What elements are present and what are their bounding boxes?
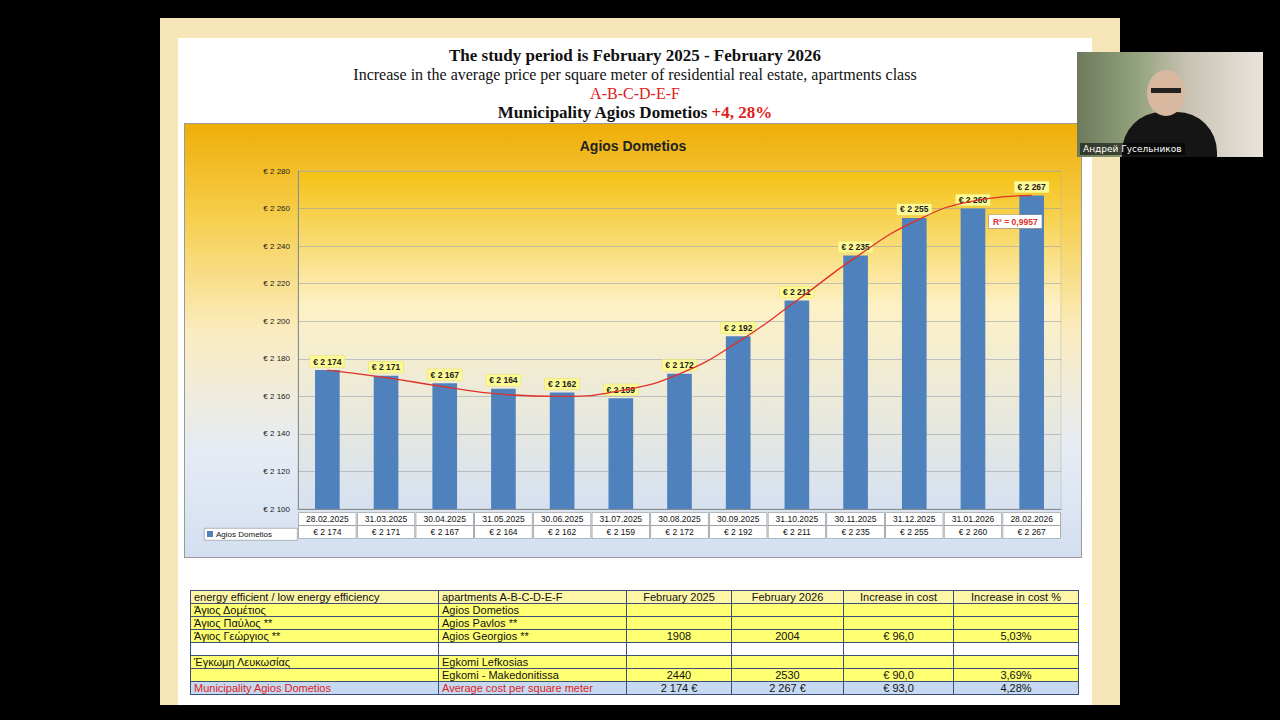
html-text:3,69%: 3,69%	[1000, 669, 1032, 681]
html-text:2 174 €: 2 174 €	[660, 682, 698, 694]
svg-text:Agios Dometios: Agios Dometios	[580, 138, 687, 154]
html-text:Agios Dometios: Agios Dometios	[442, 604, 519, 616]
svg-text:€ 2 200: € 2 200	[263, 317, 290, 326]
svg-text:30.11.2025: 30.11.2025	[835, 514, 877, 524]
svg-text:31.05.2025: 31.05.2025	[482, 514, 525, 524]
html-text:Increase in cost %: Increase in cost %	[971, 591, 1061, 603]
svg-text:€ 2 280: € 2 280	[263, 167, 290, 176]
svg-text:€ 2 235: € 2 235	[841, 242, 870, 252]
html-text:Андрей Гусельников: Андрей Гусельников	[1083, 144, 1182, 154]
html-text:2 267 €: 2 267 €	[769, 682, 806, 694]
html-text:Egkomi - Makedonitissa: Egkomi - Makedonitissa	[442, 669, 559, 681]
html-text:Egkomi Lefkosias: Egkomi Lefkosias	[442, 656, 529, 668]
html-text:1908: 1908	[666, 630, 692, 642]
html-text:2004: 2004	[775, 630, 800, 642]
svg-text:31.07.2025: 31.07.2025	[600, 514, 643, 524]
svg-text:Agios Dometios: Agios Dometios	[216, 530, 272, 539]
html-text:2530: 2530	[775, 669, 800, 681]
html-text:Municipality Agios Dometios +4: Municipality Agios Dometios +4, 28%	[497, 103, 773, 122]
svg-text:€ 2 260: € 2 260	[958, 195, 988, 206]
svg-text:30.06.2025: 30.06.2025	[541, 514, 584, 524]
svg-text:€ 2 120: € 2 120	[263, 467, 290, 476]
html-text:€ 96,0: € 96,0	[883, 630, 914, 642]
svg-text:€ 2 180: € 2 180	[263, 354, 290, 363]
svg-text:€ 2 211: € 2 211	[783, 287, 811, 297]
html-text:A-B-C-D-E-F: A-B-C-D-E-F	[590, 85, 680, 102]
svg-text:€ 2 164: € 2 164	[489, 527, 518, 537]
svg-text:€ 2 171: € 2 171	[372, 527, 401, 537]
svg-text:28.02.2025: 28.02.2025	[306, 514, 349, 524]
svg-text:€ 2 255: € 2 255	[900, 527, 929, 537]
svg-text:€ 2 267: € 2 267	[1017, 182, 1046, 192]
html-text:4,28%: 4,28%	[1000, 682, 1032, 694]
html-text:Average cost per square meter: Average cost per square meter	[442, 682, 593, 694]
html-text:Άγιος Δομέτιος: Άγιος Δομέτιος	[194, 604, 266, 616]
svg-text:€ 2 240: € 2 240	[263, 242, 290, 251]
svg-text:31.01.2026: 31.01.2026	[952, 514, 995, 524]
svg-text:€ 2 192: € 2 192	[724, 323, 753, 333]
html-text:Municipality Agios Dometios: Municipality Agios Dometios	[194, 682, 331, 694]
html-text:Agios Pavlos **: Agios Pavlos **	[442, 617, 518, 629]
html-text:energy efficient / low energy: energy efficient / low energy efficiency	[194, 591, 380, 603]
html-text:apartments A-B-C-D-E-F: apartments A-B-C-D-E-F	[442, 591, 563, 603]
html-text:February 2025: February 2025	[643, 591, 715, 603]
html-text:The study period is February 2: The study period is February 2025 - Febr…	[448, 46, 821, 65]
svg-text:R² = 0,9957: R² = 0,9957	[993, 217, 1038, 227]
svg-text:30.09.2025: 30.09.2025	[717, 514, 760, 524]
html-text:Έγκωμη Λευκωσίας: Έγκωμη Λευκωσίας	[194, 656, 291, 668]
html-text:Agios Georgios **: Agios Georgios **	[442, 630, 529, 642]
svg-text:28.02.2026: 28.02.2026	[1010, 514, 1053, 524]
svg-text:€ 2 267: € 2 267	[1017, 527, 1046, 537]
svg-text:€ 2 159: € 2 159	[606, 384, 635, 395]
svg-text:€ 2 167: € 2 167	[431, 527, 460, 537]
svg-text:€ 2 172: € 2 172	[665, 527, 694, 537]
svg-text:€ 2 211: € 2 211	[783, 527, 811, 537]
svg-text:€ 2 164: € 2 164	[489, 375, 518, 385]
svg-text:€ 2 260: € 2 260	[263, 204, 290, 213]
svg-text:€ 2 174: € 2 174	[313, 527, 342, 537]
svg-text:€ 2 172: € 2 172	[665, 360, 694, 371]
svg-text:31.10.2025: 31.10.2025	[776, 514, 819, 524]
html-text:2440: 2440	[666, 669, 692, 681]
svg-text:€ 2 100: € 2 100	[263, 505, 290, 514]
svg-text:31.03.2025: 31.03.2025	[365, 514, 408, 524]
svg-text:€ 2 174: € 2 174	[313, 357, 342, 367]
html-text:Increase in the average price: Increase in the average price per square…	[353, 66, 917, 83]
html-text:€ 93,0: € 93,0	[883, 682, 914, 694]
svg-text:€ 2 162: € 2 162	[548, 527, 577, 537]
svg-text:€ 2 160: € 2 160	[263, 392, 290, 401]
svg-text:€ 2 162: € 2 162	[548, 379, 577, 389]
html-text:5,03%: 5,03%	[1000, 630, 1032, 642]
svg-text:€ 2 255: € 2 255	[900, 204, 929, 214]
svg-text:30.04.2025: 30.04.2025	[423, 514, 466, 524]
html-text:Άγιος Παύλος **: Άγιος Παύλος **	[194, 617, 273, 629]
svg-text:31.12.2025: 31.12.2025	[893, 514, 936, 524]
svg-text:30.08.2025: 30.08.2025	[658, 514, 701, 524]
svg-text:€ 2 167: € 2 167	[431, 370, 460, 380]
html-text:February 2026: February 2026	[751, 591, 824, 603]
svg-text:€ 2 171: € 2 171	[372, 362, 401, 372]
html-text:Increase in cost: Increase in cost	[860, 591, 937, 603]
svg-text:€ 2 192: € 2 192	[724, 527, 753, 537]
html-text:Άγιος Γεώργιος **: Άγιος Γεώργιος **	[194, 630, 281, 642]
svg-text:€ 2 220: € 2 220	[263, 279, 290, 288]
svg-text:€ 2 260: € 2 260	[959, 527, 988, 537]
svg-text:€ 2 140: € 2 140	[263, 429, 290, 438]
svg-text:€ 2 159: € 2 159	[607, 527, 636, 537]
svg-text:€ 2 235: € 2 235	[841, 527, 870, 537]
html-text:€ 90,0: € 90,0	[883, 669, 914, 681]
